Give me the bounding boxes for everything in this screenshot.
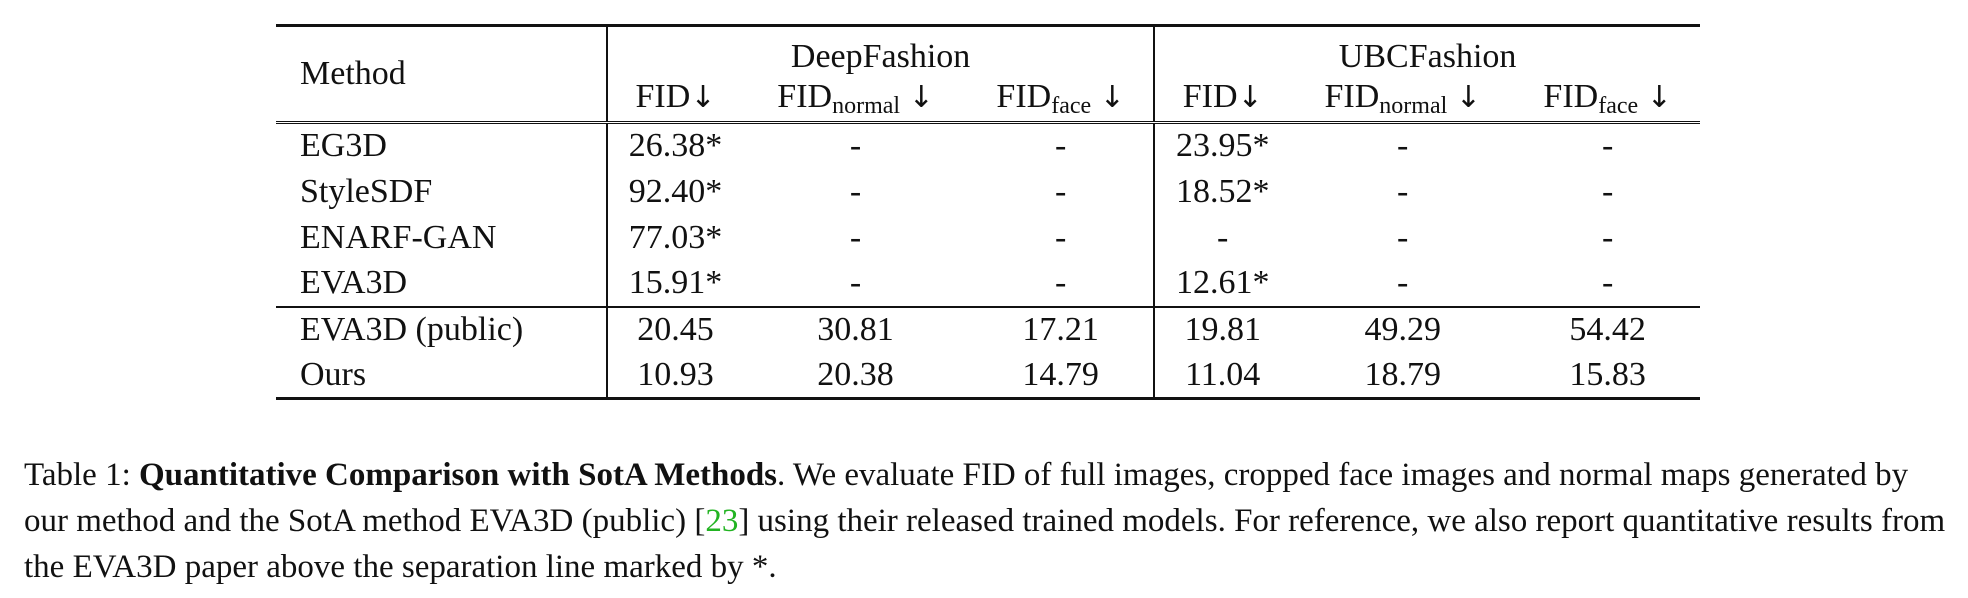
metric-base: FID [996,78,1052,116]
value-cell: 26.38* [606,122,743,169]
caption-label: Table 1: [24,457,131,493]
method-cell: EVA3D (public) [300,311,524,348]
method-cell: EVA3D [300,264,408,301]
metric-subscript: normal [1379,93,1448,120]
metric-base: FID [1543,78,1599,116]
metric-header-fid: FID↓ [1153,73,1291,123]
metric-base: FID [1182,78,1238,116]
metric-subscript: normal [832,93,901,120]
caption-text: ] using their released trained models. F… [24,503,1946,585]
value-cell: 20.38 [817,355,894,393]
value-cell: - [849,127,862,165]
value-cell: 18.79 [1364,355,1441,393]
table-row: StyleSDF 92.40* - - 18.52* - - [276,168,1700,215]
value-cell: - [1397,264,1409,301]
value-cell: - [849,218,862,256]
value-cell: 10.93 [606,352,743,399]
value-cell: - [1054,172,1067,210]
value-cell: - [1397,127,1409,165]
value-cell: 11.04 [1153,352,1291,399]
metric-base: FID [635,78,691,116]
value-cell: - [849,264,862,301]
down-arrow-icon: ↓ [908,80,934,116]
metric-header-fid: FID↓ [606,73,743,123]
method-column-header: Method [300,55,406,92]
table-header-row-groups: Method DeepFashion UBCFashion [276,25,1700,91]
caption-text: . We evaluate FID of full images, croppe… [24,457,1909,539]
value-cell: - [1397,172,1409,210]
value-cell: 49.29 [1364,311,1441,348]
value-cell: 23.95* [1153,122,1291,169]
table-row-ours: Ours 10.93 20.38 14.79 11.04 18.79 15.83 [276,352,1700,399]
value-cell: 14.79 [1022,355,1099,393]
value-cell: - [1054,127,1067,165]
citation-link[interactable]: 23 [705,503,739,539]
metric-subscript: face [1051,93,1092,120]
value-cell: - [1153,214,1291,261]
method-cell: EG3D [300,127,387,165]
value-cell: 77.03* [606,214,743,261]
value-cell: - [1601,264,1614,301]
value-cell: 15.83 [1569,355,1646,393]
metric-base: FID [1324,78,1380,116]
down-arrow-icon: ↓ [1099,80,1125,116]
table-row: ENARF-GAN 77.03* - - - - - [276,214,1700,261]
metric-base: FID [777,78,833,116]
metric-header-fid-face: FIDface ↓ [968,74,1154,123]
method-cell: Ours [300,355,367,393]
down-arrow-icon: ↓ [1237,80,1263,116]
value-cell: - [1054,264,1067,301]
table-row: EVA3D (public) 20.45 30.81 17.21 19.81 4… [276,306,1700,353]
results-table: Method DeepFashion UBCFashion FID↓ FIDno… [276,24,1700,400]
caption-title: Quantitative Comparison with SotA Method… [138,457,778,493]
down-arrow-icon: ↓ [1646,80,1672,116]
value-cell: - [1601,218,1614,256]
value-cell: 92.40* [606,168,743,215]
table-row: EVA3D 15.91* - - 12.61* - - [276,260,1700,307]
value-cell: 30.81 [817,311,894,348]
value-cell: 18.52* [1153,168,1291,215]
value-cell: - [1397,218,1409,256]
value-cell: 15.91* [606,260,743,307]
down-arrow-icon: ↓ [690,80,716,116]
value-cell: 12.61* [1153,260,1291,307]
down-arrow-icon: ↓ [1455,80,1481,116]
table-header-row-metrics: FID↓ FIDnormal ↓ FIDface ↓ FID↓ FIDnorma… [276,73,1700,123]
group-header-ubcfashion: UBCFashion [1153,25,1700,74]
value-cell: 54.42 [1569,311,1646,348]
value-cell: - [1601,172,1614,210]
value-cell: 19.81 [1153,306,1291,353]
table-caption: Table 1: Quantitative Comparison with So… [24,452,1948,590]
value-cell: - [849,172,862,210]
value-cell: 17.21 [1022,311,1099,348]
group-header-deepfashion: DeepFashion [605,25,1155,74]
metric-header-fid-normal: FIDnormal ↓ [1290,74,1515,123]
metric-header-fid-face: FIDface ↓ [1515,74,1700,123]
table-row: EG3D 26.38* - - 23.95* - - [276,122,1700,169]
value-cell: - [1601,127,1614,165]
metric-header-fid-normal: FIDnormal ↓ [743,74,968,123]
value-cell: 20.45 [606,306,743,353]
metric-subscript: face [1598,93,1639,120]
method-cell: StyleSDF [300,172,433,210]
value-cell: - [1054,218,1067,256]
method-cell: ENARF-GAN [300,218,497,256]
